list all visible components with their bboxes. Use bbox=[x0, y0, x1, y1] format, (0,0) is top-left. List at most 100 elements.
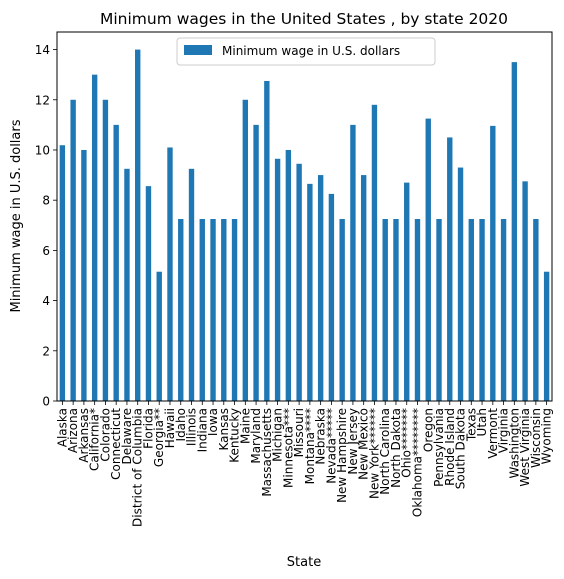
bar-maine bbox=[242, 99, 249, 401]
x-tick-label: North Dakota bbox=[389, 408, 403, 488]
x-tick-label: South Dakota bbox=[454, 408, 468, 489]
bar-connecticut bbox=[113, 124, 119, 401]
x-tick-label: New Mexico bbox=[357, 408, 371, 480]
legend-box bbox=[176, 37, 436, 66]
bar-florida bbox=[145, 186, 152, 401]
bar-georgia bbox=[156, 271, 162, 401]
y-tick-label: 8 bbox=[42, 194, 50, 208]
y-axis: 0 2 4 6 8 10 12 14 bbox=[35, 43, 57, 409]
bar-montana bbox=[307, 183, 313, 401]
bar-north-carolina bbox=[382, 219, 388, 401]
bar-idaho bbox=[178, 219, 184, 401]
bar-wisconsin bbox=[533, 219, 539, 401]
x-tick-label: Virginia bbox=[497, 408, 511, 453]
x-tick-label: Wyoming bbox=[540, 408, 554, 464]
x-tick-label: Connecticut bbox=[109, 408, 123, 480]
x-tick-label: Vermont bbox=[486, 408, 500, 459]
x-tick-label: Arkansas bbox=[77, 408, 91, 463]
bar-kansas bbox=[221, 219, 227, 401]
x-tick-label: Georgia** bbox=[152, 408, 166, 467]
bar-california bbox=[91, 74, 98, 402]
bar-utah bbox=[479, 219, 485, 401]
y-tick-label: 2 bbox=[42, 344, 50, 358]
y-tick-label: 14 bbox=[35, 43, 50, 57]
x-tick-label: North Carolina bbox=[378, 408, 392, 495]
x-tick-label: Indiana bbox=[195, 408, 209, 452]
bar-district-of-columbia bbox=[135, 49, 141, 401]
x-tick-label: Rhode Island bbox=[443, 408, 457, 486]
x-tick-label: Arizona bbox=[66, 408, 80, 453]
bar-maryland bbox=[253, 124, 259, 401]
x-tick-label: Maine bbox=[238, 408, 252, 444]
x-tick-label: Wisconsin bbox=[529, 408, 543, 468]
bar-new-mexico bbox=[360, 175, 367, 401]
x-tick-label: Delaware bbox=[120, 408, 134, 465]
legend-label: Minimum wage in U.S. dollars bbox=[222, 44, 400, 58]
bar-pennsylvania bbox=[436, 219, 442, 401]
x-tick-label: Illinois bbox=[185, 408, 199, 446]
x-tick-label: Oregon bbox=[421, 408, 435, 452]
x-tick-label: West Virginia bbox=[518, 408, 532, 487]
bar-new-jersey bbox=[350, 124, 356, 401]
bar-north-dakota bbox=[393, 219, 399, 401]
x-tick-label: Texas bbox=[464, 408, 478, 442]
bar-minnesota bbox=[285, 149, 292, 401]
bar-oklahoma bbox=[414, 219, 421, 401]
x-tick-label: Washington bbox=[507, 408, 521, 479]
x-tick-label: Maryland bbox=[249, 408, 263, 464]
x-tick-label: Nebraska bbox=[314, 408, 328, 465]
x-tick-label: District of Columbia bbox=[131, 408, 145, 527]
bar-west-virginia bbox=[522, 181, 528, 401]
x-tick-label: Oklahoma******** bbox=[410, 408, 424, 517]
y-tick-label: 10 bbox=[35, 143, 50, 157]
x-tick-label: Colorado bbox=[98, 408, 112, 462]
x-tick-label: Florida bbox=[141, 408, 155, 449]
bar-illinois bbox=[188, 168, 195, 401]
y-tick-label: 0 bbox=[42, 395, 50, 409]
bar-oregon bbox=[425, 118, 431, 401]
bar-missouri bbox=[296, 163, 302, 401]
bar-vermont bbox=[490, 125, 496, 401]
x-tick-label: New York****** bbox=[367, 408, 381, 499]
x-tick-label: Michigan bbox=[271, 408, 285, 462]
x-tick-label: Utah bbox=[475, 408, 489, 436]
bar-new-york bbox=[371, 104, 378, 402]
x-tick-label: Pennsylvania bbox=[432, 408, 446, 487]
x-tick-label: Alaska bbox=[55, 408, 69, 447]
bar-washington bbox=[511, 62, 518, 402]
bar-ohio bbox=[404, 182, 410, 401]
y-axis-label: Minimum wage in U.S. dollars bbox=[9, 119, 24, 312]
bar-new-hampshire bbox=[339, 219, 345, 401]
x-tick-label: Idaho bbox=[174, 408, 188, 441]
chart-title: Minimum wages in the United States , by … bbox=[100, 10, 508, 28]
x-tick-label: Hawaii bbox=[163, 408, 177, 448]
y-tick-label: 6 bbox=[42, 244, 50, 258]
x-tick-label: Iowa bbox=[206, 408, 220, 436]
bar-iowa bbox=[210, 219, 216, 401]
x-tick-label: Montana**** bbox=[303, 408, 317, 484]
bar-kentucky bbox=[231, 219, 238, 401]
plot-frame bbox=[56, 31, 553, 402]
bar-indiana bbox=[199, 219, 205, 401]
bar-south-dakota bbox=[457, 167, 464, 401]
bar-arkansas bbox=[81, 149, 87, 401]
bar-virginia bbox=[500, 219, 507, 401]
bar-rhode-island bbox=[447, 137, 453, 401]
x-tick-label: Missouri bbox=[292, 408, 306, 457]
bar-michigan bbox=[274, 158, 281, 401]
bar-massachusetts bbox=[264, 80, 270, 401]
x-axis: AlaskaArizonaArkansasCalifornia*Colorado… bbox=[55, 401, 554, 527]
x-tick-label: Kentucky bbox=[228, 408, 242, 463]
bar-nevada bbox=[328, 193, 335, 401]
bar-texas bbox=[468, 219, 474, 401]
bars-group bbox=[59, 49, 550, 402]
legend-swatch bbox=[184, 45, 212, 55]
x-tick-label: Massachusetts bbox=[260, 408, 274, 497]
x-tick-label: Minnesota*** bbox=[281, 408, 295, 488]
x-tick-label: New Hampshire bbox=[335, 408, 349, 503]
y-tick-label: 12 bbox=[35, 93, 50, 107]
bar-delaware bbox=[124, 168, 130, 401]
x-tick-label: New Jersey bbox=[346, 408, 360, 475]
bar-colorado bbox=[102, 99, 109, 401]
